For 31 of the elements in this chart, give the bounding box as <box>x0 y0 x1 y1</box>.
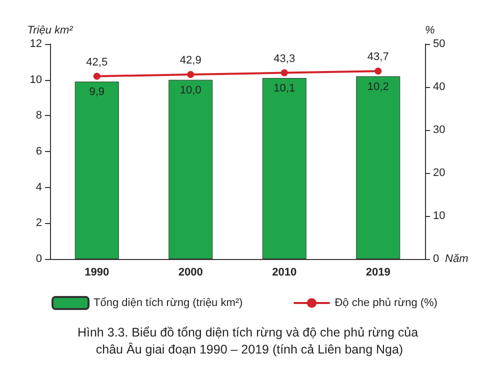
y2-tick-label: 50 <box>433 38 446 50</box>
y-tick-label: 2 <box>36 217 42 230</box>
text: Hình 3.3. Biểu đồ tổng diện tích rừng và độ che phủ rừng của châu Âu giai đoạn 1990 – 2019 (tính cả Liên bang Nga) <box>77 326 422 356</box>
data-label: 10,2 <box>367 80 389 93</box>
y-tick-label: 4 <box>36 181 42 194</box>
data-label: 9,9 <box>89 86 105 98</box>
data-label: 10,1 <box>274 82 296 95</box>
y2-tick-label: 0 <box>433 253 440 265</box>
data-label: 42,9 <box>180 54 202 67</box>
y-axis-title: Triệu km² <box>27 24 74 36</box>
x-tick-label: 1990 <box>84 266 110 278</box>
x-tick-label: 2000 <box>178 266 203 278</box>
y2-axis-title: % <box>425 24 435 36</box>
data-label: 10,0 <box>180 84 202 96</box>
y2-tick-label: 40 <box>433 81 446 93</box>
legend-label: Độ che phủ rừng (%) <box>334 297 438 309</box>
y-tick-label: 8 <box>36 110 42 122</box>
data-label: 42,5 <box>86 56 108 68</box>
data-label: 43,7 <box>367 51 389 64</box>
legend-label: Tổng diện tích rừng (triệu km²) <box>94 297 243 309</box>
y-tick-label: 10 <box>30 74 42 86</box>
y-tick-label: 0 <box>36 253 42 265</box>
y-tick-label: 12 <box>30 38 42 50</box>
y2-tick-label: 20 <box>433 167 446 179</box>
x-tick-label: 2010 <box>272 266 297 278</box>
x-tick-label: 2019 <box>366 266 390 278</box>
y2-tick-label: 10 <box>433 210 446 222</box>
data-label: 43,3 <box>274 52 296 65</box>
x-axis-title: Năm <box>445 253 468 265</box>
y-tick-label: 6 <box>36 146 42 158</box>
y2-tick-label: 30 <box>433 124 446 136</box>
